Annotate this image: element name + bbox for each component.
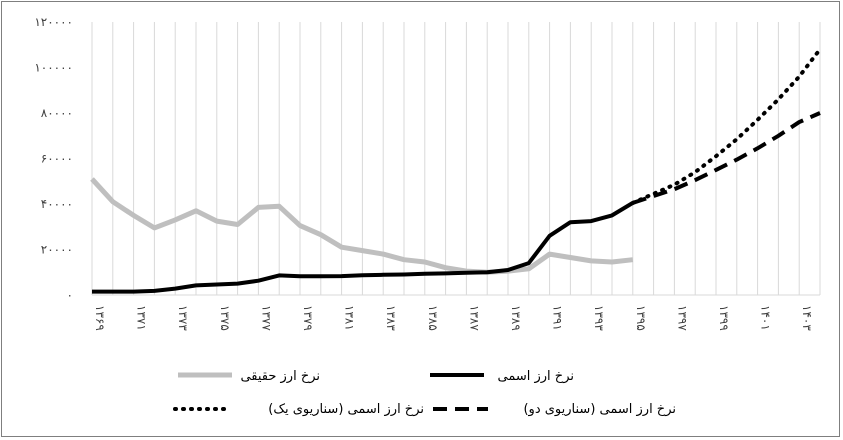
y-tick-label: ۸۰۰۰۰ (41, 106, 73, 120)
x-tick-label: ۱۳۷۳ (176, 305, 190, 331)
x-tick-label: ۱۳۹۳ (592, 305, 606, 331)
x-tick-label: ۱۳۸۹ (509, 305, 523, 331)
x-tick-label: ۱۳۷۵ (218, 305, 232, 331)
series-line (630, 47, 822, 205)
legend-label: نرخ ارز اسمی (سناریوی یک) (268, 402, 424, 417)
legend: نرخ ارز حقیقی نرخ ارز اسمی نرخ ارز اسمی (س… (173, 369, 676, 417)
x-tick-label: ۱۳۹۱ (551, 305, 565, 331)
x-tick-label: ۱۳۷۹ (301, 305, 315, 331)
series-line (92, 201, 634, 294)
x-tick-label: ۱۴۰۳ (800, 305, 814, 331)
y-tick-label: ۴۰۰۰۰ (41, 197, 73, 211)
x-tick-label: ۱۳۹۷ (675, 305, 689, 331)
series-lines (90, 47, 822, 294)
y-tick-label: ۱۲۰۰۰۰ (34, 15, 73, 29)
y-tick-label: ۱۰۰۰۰۰ (34, 61, 73, 75)
x-tick-label: ۱۴۰۱ (759, 305, 773, 331)
y-tick-label: ۰ (67, 288, 73, 302)
x-tick-label: ۱۳۶۹ (93, 305, 107, 331)
x-tick-label: ۱۳۹۵ (634, 305, 648, 331)
grid-lines (91, 22, 821, 295)
x-tick-label: ۱۳۸۵ (426, 305, 440, 331)
y-tick-label: ۶۰۰۰۰ (41, 152, 73, 166)
y-tick-label: ۲۰۰۰۰ (41, 243, 73, 257)
x-tick-label: ۱۳۸۷ (467, 305, 481, 331)
x-tick-label: ۱۳۹۹ (717, 305, 731, 331)
y-tick-labels: ۰ ۲۰۰۰۰ ۴۰۰۰۰ ۶۰۰۰۰ ۸۰۰۰۰ ۱۰۰۰۰۰ ۱۲۰۰۰۰ (34, 15, 73, 302)
x-tick-labels: ۱۳۶۹ ۱۳۷۱ ۱۳۷۳ ۱۳۷۵ ۱۳۷۷ ۱۳۷۹ ۱۳۸۱ ۱۳۸۳ ۱۳۸۵ ۱۳۸۷… (93, 305, 814, 331)
x-tick-label: ۱۳۸۱ (343, 305, 357, 331)
series-line (632, 111, 821, 205)
x-tick-label: ۱۳۷۷ (259, 305, 273, 331)
x-tick-label: ۱۳۸۳ (384, 305, 398, 331)
legend-label: نرخ ارز اسمی (498, 369, 574, 384)
x-tick-label: ۱۳۷۱ (135, 305, 149, 331)
legend-label: نرخ ارز حقیقی (240, 369, 320, 384)
series-line (90, 177, 634, 275)
legend-label: نرخ ارز اسمی (سناریوی دو) (523, 402, 676, 417)
